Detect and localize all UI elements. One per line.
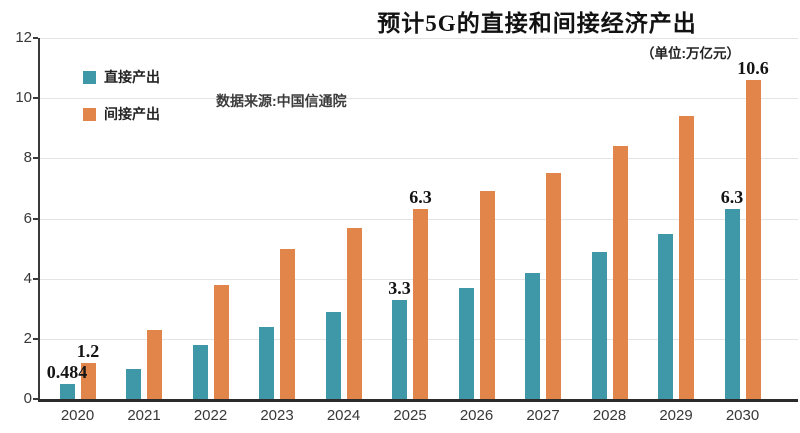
bar-indirect-2022 <box>213 284 229 399</box>
y-axis-tick <box>33 277 38 280</box>
bar-value-label: 3.3 <box>388 277 411 298</box>
legend-item-direct: 直接产出 <box>83 67 160 87</box>
y-axis-tick <box>33 157 38 160</box>
bar-indirect-2020 <box>80 362 96 399</box>
bar-indirect-2026 <box>479 191 495 399</box>
legend: 直接产出 间接产出 <box>83 67 160 141</box>
x-tick-label: 2023 <box>260 407 294 424</box>
y-axis-tick <box>33 398 38 400</box>
x-tick-label: 2029 <box>659 407 693 424</box>
y-tick-label: 8 <box>23 149 32 167</box>
x-tick-label: 2027 <box>526 407 560 424</box>
bar-direct-2027 <box>525 272 540 399</box>
y-axis-tick <box>33 337 38 340</box>
legend-swatch-direct-icon <box>83 70 96 84</box>
bar-value-label: 1.2 <box>76 340 100 361</box>
bar-indirect-2029 <box>679 116 694 399</box>
y-tick-label: 2 <box>23 329 32 347</box>
y-tick-label: 0 <box>23 390 32 407</box>
legend-item-indirect: 间接产出 <box>83 104 160 124</box>
bar-value-label: 6.3 <box>409 187 432 208</box>
bar-direct-2024 <box>325 311 341 399</box>
y-tick-label: 6 <box>23 209 32 227</box>
x-tick-label: 2025 <box>393 407 427 424</box>
gridline <box>40 158 798 160</box>
bar-indirect-2027 <box>546 173 561 399</box>
x-tick-label: 2030 <box>725 407 760 424</box>
bar-direct-2026 <box>458 287 474 399</box>
legend-label-direct: 直接产出 <box>104 69 160 85</box>
x-tick-label: 2022 <box>193 407 228 424</box>
bar-direct-2029 <box>658 233 673 399</box>
bar-direct-2030 <box>724 209 740 399</box>
x-tick-label: 2021 <box>127 407 161 424</box>
x-tick-label: 2024 <box>326 407 361 424</box>
x-tick-label: 2026 <box>459 407 494 424</box>
bar-indirect-2021 <box>147 329 162 399</box>
legend-swatch-indirect-icon <box>83 107 96 121</box>
bar-indirect-2028 <box>612 146 628 399</box>
bar-indirect-2023 <box>280 248 295 399</box>
y-axis-tick <box>33 37 38 39</box>
y-tick-label: 12 <box>15 29 32 46</box>
x-axis-line <box>38 399 798 402</box>
x-tick-label: 2028 <box>592 407 627 424</box>
y-tick-label: 10 <box>15 89 32 107</box>
chart-unit-label: （单位:万亿元） <box>641 46 740 61</box>
bar-direct-2028 <box>591 251 607 399</box>
gridline <box>40 38 798 39</box>
y-axis-line <box>38 38 40 402</box>
bar-direct-2023 <box>259 326 274 399</box>
bar-value-label: 6.3 <box>720 187 744 208</box>
bar-indirect-2030 <box>745 80 761 399</box>
data-source-note: 数据来源:中国信通院 <box>216 93 347 109</box>
bar-direct-2021 <box>126 368 141 399</box>
y-axis-tick <box>33 217 38 220</box>
bar-value-label: 10.6 <box>737 58 769 79</box>
bar-direct-2025 <box>392 299 407 399</box>
bar-indirect-2025 <box>413 209 428 399</box>
chart-title: 预计5G的直接和间接经济产出 <box>377 11 697 36</box>
legend-label-indirect: 间接产出 <box>104 106 160 122</box>
bar-value-label: 0.484 <box>46 362 88 383</box>
y-tick-label: 4 <box>23 269 32 287</box>
bar-indirect-2024 <box>346 227 362 399</box>
bar-direct-2022 <box>192 344 208 399</box>
x-tick-label: 2020 <box>60 407 95 424</box>
gridline <box>40 98 798 100</box>
y-axis-tick <box>33 97 38 100</box>
bar-direct-2020 <box>59 384 75 399</box>
